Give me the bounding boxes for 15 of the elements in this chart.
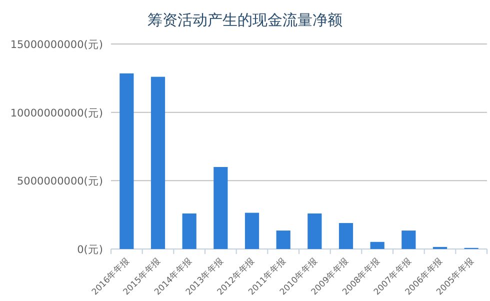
chart-title: 筹资活动产生的现金流量净额 bbox=[148, 11, 342, 29]
bar bbox=[182, 213, 196, 249]
bar bbox=[402, 230, 416, 249]
y-tick-label: 0(元) bbox=[77, 244, 103, 256]
bar bbox=[370, 242, 384, 249]
y-tick-label: 15000000000(元) bbox=[10, 39, 103, 51]
bar bbox=[338, 223, 354, 249]
bar bbox=[150, 76, 166, 249]
bar bbox=[244, 212, 260, 249]
y-tick-label: 10000000000(元) bbox=[10, 107, 103, 120]
bar bbox=[214, 167, 228, 249]
bar bbox=[276, 230, 290, 249]
bar bbox=[308, 213, 322, 249]
y-tick-label: 5000000000(元) bbox=[17, 176, 103, 188]
bar bbox=[120, 73, 134, 249]
